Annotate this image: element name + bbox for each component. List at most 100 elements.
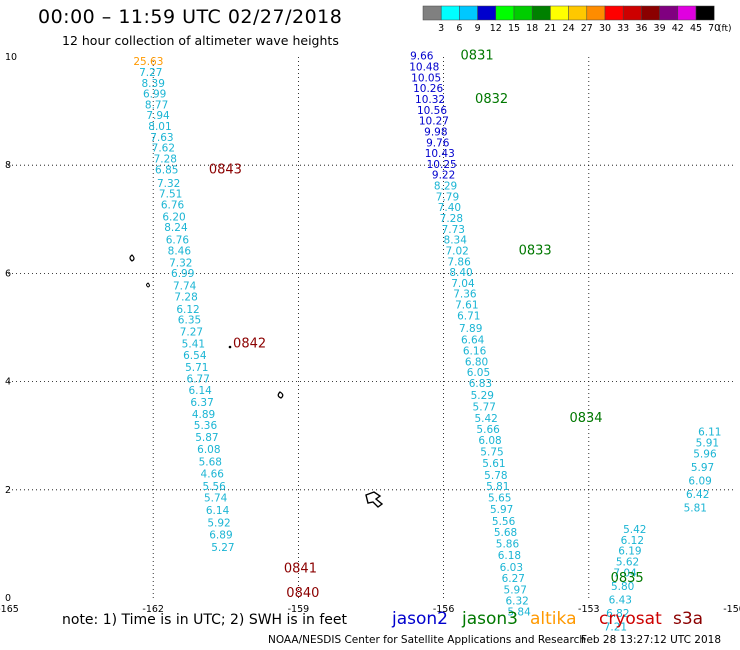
swh-value: 10.48 bbox=[409, 62, 439, 74]
swh-value: 7.79 bbox=[436, 191, 459, 203]
legend-label: 3 bbox=[438, 23, 444, 34]
legend-label: 27 bbox=[581, 23, 593, 34]
lat-tick-label: 0 bbox=[5, 593, 11, 604]
swh-value: 5.62 bbox=[616, 557, 639, 569]
swh-value: 5.42 bbox=[474, 413, 497, 425]
lat-tick-label: 2 bbox=[5, 485, 11, 496]
swh-value: 5.84 bbox=[507, 606, 531, 618]
swh-value: 5.27 bbox=[211, 542, 234, 554]
swh-value: 6.80 bbox=[465, 356, 488, 368]
swh-value: 8.01 bbox=[148, 121, 171, 133]
swh-value: 5.75 bbox=[480, 447, 503, 459]
swh-value: 8.40 bbox=[449, 267, 472, 279]
pass-time-label: 0841 bbox=[284, 562, 317, 577]
swh-value: 7.27 bbox=[139, 67, 162, 79]
legend-label: 12 bbox=[490, 23, 502, 34]
swh-value: 6.42 bbox=[686, 489, 709, 501]
swh-value: 9.76 bbox=[426, 137, 450, 149]
swh-value: 6.76 bbox=[161, 199, 185, 211]
swh-value: 7.28 bbox=[174, 291, 197, 303]
swh-value: 8.46 bbox=[168, 245, 192, 257]
swh-value: 5.78 bbox=[484, 470, 507, 482]
swh-value: 5.66 bbox=[476, 424, 500, 436]
lon-tick-label: -159 bbox=[288, 604, 310, 615]
legend-label: 33 bbox=[617, 23, 629, 34]
swh-value: 5.96 bbox=[693, 448, 717, 460]
lat-tick-label: 10 bbox=[5, 52, 17, 63]
mission-altika: altika bbox=[530, 609, 577, 629]
swh-value: 5.97 bbox=[691, 462, 714, 474]
swh-value: 7.40 bbox=[438, 202, 461, 214]
swh-value: 7.02 bbox=[445, 245, 468, 257]
swh-value: 5.56 bbox=[492, 516, 516, 528]
swh-value: 6.71 bbox=[457, 310, 480, 322]
swh-value: 6.27 bbox=[502, 573, 525, 585]
pass-time-label: 0840 bbox=[286, 586, 319, 601]
swh-value: 8.29 bbox=[434, 181, 457, 193]
legend-label: 39 bbox=[654, 23, 666, 34]
swh-value: 7.74 bbox=[173, 281, 197, 293]
swh-value: 6.37 bbox=[190, 397, 213, 409]
swh-value: 5.68 bbox=[199, 456, 222, 468]
legend-swatch bbox=[695, 5, 715, 21]
swh-value: 6.89 bbox=[209, 529, 232, 541]
swh-value: 5.65 bbox=[488, 493, 511, 505]
lon-tick-label: -153 bbox=[578, 604, 600, 615]
island-shape bbox=[228, 345, 232, 349]
swh-value: 10.32 bbox=[415, 94, 445, 106]
mission-cryosat: cryosat bbox=[599, 609, 662, 629]
legend-label: 9 bbox=[475, 23, 481, 34]
swh-value: 6.12 bbox=[176, 304, 199, 316]
pass-time-label: 0842 bbox=[233, 337, 266, 352]
pass-time-label: 0834 bbox=[569, 411, 602, 426]
swh-value: 6.35 bbox=[178, 315, 201, 327]
swh-value: 5.86 bbox=[496, 539, 520, 551]
swh-value: 7.28 bbox=[154, 153, 177, 165]
mission-jason3: jason3 bbox=[462, 609, 518, 629]
swh-value: 6.20 bbox=[162, 211, 185, 223]
swh-value: 6.16 bbox=[463, 346, 487, 358]
swh-value: 6.99 bbox=[171, 268, 194, 280]
legend-swatch bbox=[513, 5, 533, 21]
map-subtitle: 12 hour collection of altimeter wave hei… bbox=[62, 33, 339, 48]
swh-value: 5.29 bbox=[471, 390, 494, 402]
legend-swatch bbox=[459, 5, 478, 21]
swh-value: 8.24 bbox=[164, 222, 188, 234]
swh-value: 6.03 bbox=[500, 562, 523, 574]
swh-value: 5.77 bbox=[473, 401, 496, 413]
lat-tick-label: 8 bbox=[5, 160, 11, 171]
mission-s3a: s3a bbox=[673, 609, 704, 629]
legend-swatch bbox=[659, 5, 679, 21]
legend-swatch bbox=[440, 5, 460, 21]
legend-swatch bbox=[495, 5, 515, 21]
swh-value: 6.43 bbox=[609, 594, 632, 606]
swh-value: 7.28 bbox=[440, 213, 463, 225]
island-shape bbox=[365, 491, 384, 508]
legend-label: 18 bbox=[526, 23, 538, 34]
legend-swatch bbox=[550, 5, 569, 21]
swh-value: 6.64 bbox=[461, 335, 485, 347]
mission-jason2: jason2 bbox=[392, 609, 448, 629]
track-1: 25.637.278.396.998.777.948.017.637.627.2… bbox=[133, 56, 234, 554]
lon-tick-label: -156 bbox=[433, 604, 455, 615]
swh-value: 6.32 bbox=[505, 595, 528, 607]
swh-value: 5.36 bbox=[194, 420, 218, 432]
swh-value: 5.81 bbox=[684, 502, 707, 514]
pass-labels: 0831 0832 0833 0834 0835 0843 0842 0841 0840 bbox=[209, 49, 644, 601]
lat-tick-label: 6 bbox=[5, 268, 11, 279]
legend-swatch bbox=[641, 5, 660, 21]
island-shape bbox=[277, 391, 284, 399]
pass-time-label: 0835 bbox=[611, 571, 644, 586]
swh-value: 7.04 bbox=[613, 567, 637, 579]
swh-value: 7.61 bbox=[455, 300, 478, 312]
track-2: 9.6610.4810.0510.2610.3210.5610.279.989.… bbox=[409, 51, 531, 619]
track-3: 5.426.126.195.627.04 5.806.43 6.827.21 bbox=[604, 524, 647, 633]
legend-swatch bbox=[477, 5, 497, 21]
swh-value: 10.27 bbox=[419, 116, 449, 128]
swh-value: 7.62 bbox=[152, 143, 175, 155]
swh-value: 5.41 bbox=[182, 339, 205, 351]
swh-value: 10.05 bbox=[411, 72, 441, 84]
pass-time-label: 0832 bbox=[475, 92, 508, 107]
swh-value: 6.19 bbox=[618, 546, 641, 558]
